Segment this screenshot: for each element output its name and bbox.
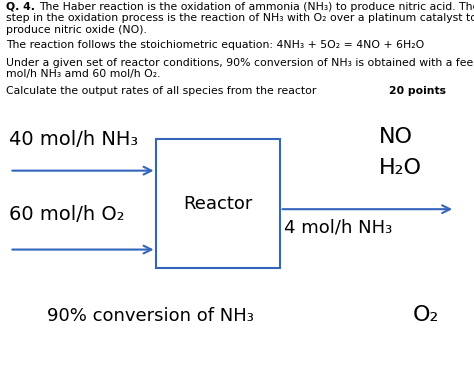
Text: Q. 4.: Q. 4. [6, 2, 35, 12]
Text: produce nitric oxide (NO).: produce nitric oxide (NO). [6, 25, 146, 34]
Text: step in the oxidation process is the reaction of NH₃ with O₂ over a platinum cat: step in the oxidation process is the rea… [6, 13, 474, 23]
Text: 20 points: 20 points [389, 86, 446, 96]
Text: O₂: O₂ [412, 305, 439, 325]
Bar [156, 139, 280, 268]
Text: The Haber reaction is the oxidation of ammonia (NH₃) to produce nitric acid. The: The Haber reaction is the oxidation of a… [39, 2, 474, 12]
Text: The reaction follows the stoichiometric equation: 4NH₃ + 5O₂ = 4NO + 6H₂O: The reaction follows the stoichiometric … [6, 40, 424, 50]
Text: H₂O: H₂O [379, 158, 422, 178]
Text: Reactor: Reactor [183, 195, 253, 213]
Text: 60 mol/h O₂: 60 mol/h O₂ [9, 205, 125, 224]
Text: 4 mol/h NH₃: 4 mol/h NH₃ [284, 219, 392, 237]
Text: mol/h NH₃ amd 60 mol/h O₂.: mol/h NH₃ amd 60 mol/h O₂. [6, 69, 160, 79]
Text: Under a given set of reactor conditions, 90% conversion of NH₃ is obtained with : Under a given set of reactor conditions,… [6, 58, 474, 68]
Text: Calculate the output rates of all species from the reactor: Calculate the output rates of all specie… [6, 86, 316, 96]
Text: 40 mol/h NH₃: 40 mol/h NH₃ [9, 130, 138, 149]
Text: 90% conversion of NH₃: 90% conversion of NH₃ [47, 307, 254, 325]
Text: NO: NO [379, 127, 413, 147]
